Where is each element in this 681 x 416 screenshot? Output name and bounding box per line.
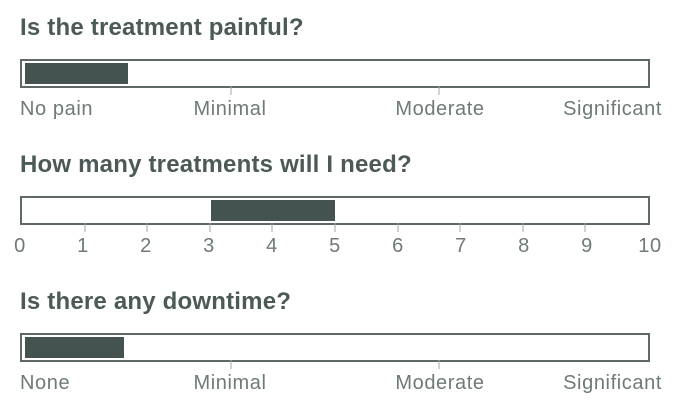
- axis-tick: [230, 360, 232, 369]
- axis-tick: [146, 223, 148, 232]
- gauge-bar-track: [25, 337, 645, 358]
- axis-label-row: No pain Minimal Moderate Significant: [20, 98, 661, 121]
- axis-tick: [438, 86, 440, 95]
- axis-label: 4: [266, 235, 278, 257]
- axis-label: Minimal: [193, 372, 267, 394]
- chart-title: Is there any downtime?: [20, 288, 292, 315]
- axis-label: None: [20, 372, 71, 394]
- axis-label: Moderate: [395, 98, 485, 120]
- gauge-bar-fill: [211, 200, 335, 221]
- chart-downtime: Is there any downtime? None Minimal Modera…: [20, 288, 661, 395]
- gauge-bar-track: [25, 200, 645, 221]
- axis-tick: [522, 223, 524, 232]
- axis-label: 0: [14, 235, 26, 257]
- gauge-bar-fill: [25, 337, 125, 358]
- axis-label-row: 0 1 2 3 4 5 6 7 8 9 10: [14, 235, 661, 258]
- axis-tick: [84, 223, 86, 232]
- axis-label: 6: [392, 235, 404, 257]
- axis-label: Minimal: [193, 98, 267, 120]
- axis-label: 2: [140, 235, 152, 257]
- axis-label: 3: [203, 235, 215, 257]
- gauge-bar-track: [25, 63, 645, 84]
- axis-tick: [397, 223, 399, 232]
- gauge-bar-fill: [25, 63, 129, 84]
- axis-tick: [438, 360, 440, 369]
- axis-tick: [334, 223, 336, 232]
- axis-tick: [459, 223, 461, 232]
- axis-label: 7: [455, 235, 467, 257]
- gauge-bar: [20, 333, 650, 369]
- axis-label-row: None Minimal Moderate Significant: [20, 372, 661, 395]
- axis-label: 1: [77, 235, 89, 257]
- chart-title: Is the treatment painful?: [20, 14, 304, 41]
- axis-label: 10: [638, 235, 662, 257]
- axis-tick: [271, 223, 273, 232]
- axis-label: Significant: [563, 372, 662, 394]
- chart-treatment-painful: Is the treatment painful? No pain Minimal…: [20, 14, 661, 121]
- axis-label: No pain: [20, 98, 94, 120]
- gauge-bar: [20, 59, 650, 95]
- chart-number-of-treatments: How many treatments will I need? 0 1 2 3 4 5 6…: [14, 151, 661, 258]
- axis-label: 5: [329, 235, 341, 257]
- axis-label: 9: [581, 235, 593, 257]
- axis-label: 8: [518, 235, 530, 257]
- axis-tick: [230, 86, 232, 95]
- axis-tick: [584, 223, 586, 232]
- gauge-bar: [20, 196, 650, 232]
- chart-title: How many treatments will I need?: [20, 151, 412, 178]
- axis-label: Significant: [563, 98, 662, 120]
- axis-tick: [209, 223, 211, 232]
- axis-label: Moderate: [395, 372, 485, 394]
